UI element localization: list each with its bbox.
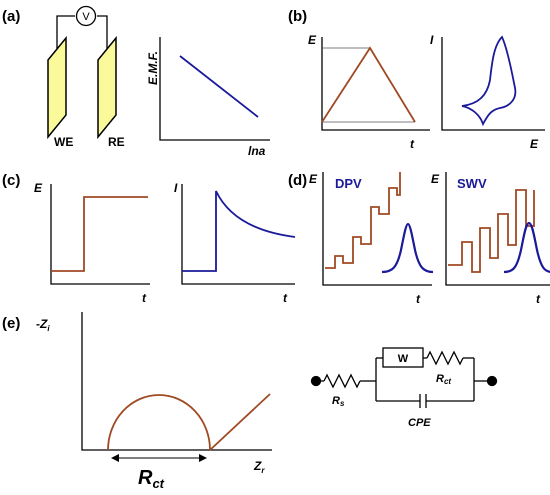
swv-peak: [503, 221, 550, 274]
panel-a: (a) V WE RE E.M.F. lna: [2, 5, 270, 158]
potential-step: [51, 196, 148, 272]
panel-c2-ylabel: I: [174, 181, 178, 195]
emf-line: [179, 55, 259, 118]
re-label: RE: [108, 135, 125, 149]
panel-d1-xlabel: t: [416, 292, 421, 306]
warburg-line: [209, 393, 271, 451]
voltmeter-label: V: [82, 11, 90, 23]
cv-curve: [461, 35, 517, 127]
panel-a-label: (a): [2, 8, 20, 25]
panel-e-axes: [81, 312, 272, 451]
panel-d1-axes: [322, 172, 432, 286]
panel-a-xlabel: lna: [248, 144, 266, 158]
dpv-peak: [381, 222, 434, 274]
panel-b2-ylabel: I: [430, 33, 434, 47]
rs-resistor-icon: [323, 373, 361, 389]
panel-e-ylabel: -Zi: [36, 317, 50, 333]
triangle-waveform: [321, 46, 416, 123]
panel-c1-axes: [50, 184, 150, 285]
panel-c2-xlabel: t: [283, 291, 288, 305]
panel-c: (c) E t I t: [2, 172, 296, 305]
cpe-label: CPE: [408, 417, 431, 429]
panel-d-label: (d): [288, 172, 307, 189]
panel-d1-ylabel: E: [309, 172, 318, 186]
voltmeter-icon: [75, 5, 97, 27]
panel-d2-ylabel: E: [431, 172, 440, 186]
panel-d2-xlabel: t: [536, 292, 541, 306]
we-label: WE: [54, 135, 73, 149]
panel-e-xlabel: Zr: [253, 459, 265, 475]
warburg-label: W: [398, 353, 409, 365]
panel-c1-xlabel: t: [142, 291, 147, 305]
panel-d: (d) E DPV t E SWV t: [288, 172, 550, 306]
panel-c-label: (c): [2, 172, 20, 189]
panel-e: (e) -Zi Zr Rct: [2, 312, 498, 491]
panel-b: (b) E t I E: [288, 8, 545, 151]
panel-c1-ylabel: E: [34, 181, 43, 195]
rct-label: Rct: [138, 467, 165, 491]
panel-e-label: (e): [2, 315, 20, 332]
reference-electrode: [97, 35, 117, 140]
current-transient: [182, 190, 296, 272]
panel-b1-ylabel: E: [308, 33, 317, 47]
semicircle-curve: [107, 394, 211, 451]
left-terminal: [310, 375, 322, 387]
wire-left: [56, 15, 75, 49]
rct-circuit-label: Rct: [436, 373, 451, 386]
dpv-waveform: [325, 172, 401, 269]
panel-b2-xlabel: E: [530, 137, 539, 151]
panel-d2-axes: [445, 172, 550, 286]
swv-waveform: [448, 189, 535, 273]
panel-b-label: (b): [288, 8, 307, 25]
wire-right: [97, 15, 108, 49]
working-electrode: [47, 35, 67, 140]
panel-a-ylabel: E.M.F.: [146, 51, 160, 85]
swv-title: SWV: [457, 176, 487, 191]
rct-resistor-icon: [426, 350, 464, 366]
panel-b2-axes: [441, 37, 545, 131]
panel-a-axes: [159, 37, 270, 141]
rs-label: Rs: [332, 395, 345, 408]
panel-c2-axes: [181, 184, 295, 285]
equivalent-circuit: [310, 347, 498, 408]
panel-b1-axes: [321, 37, 430, 131]
panel-b1-xlabel: t: [410, 137, 415, 151]
dpv-title: DPV: [335, 176, 362, 191]
right-terminal: [486, 375, 498, 387]
